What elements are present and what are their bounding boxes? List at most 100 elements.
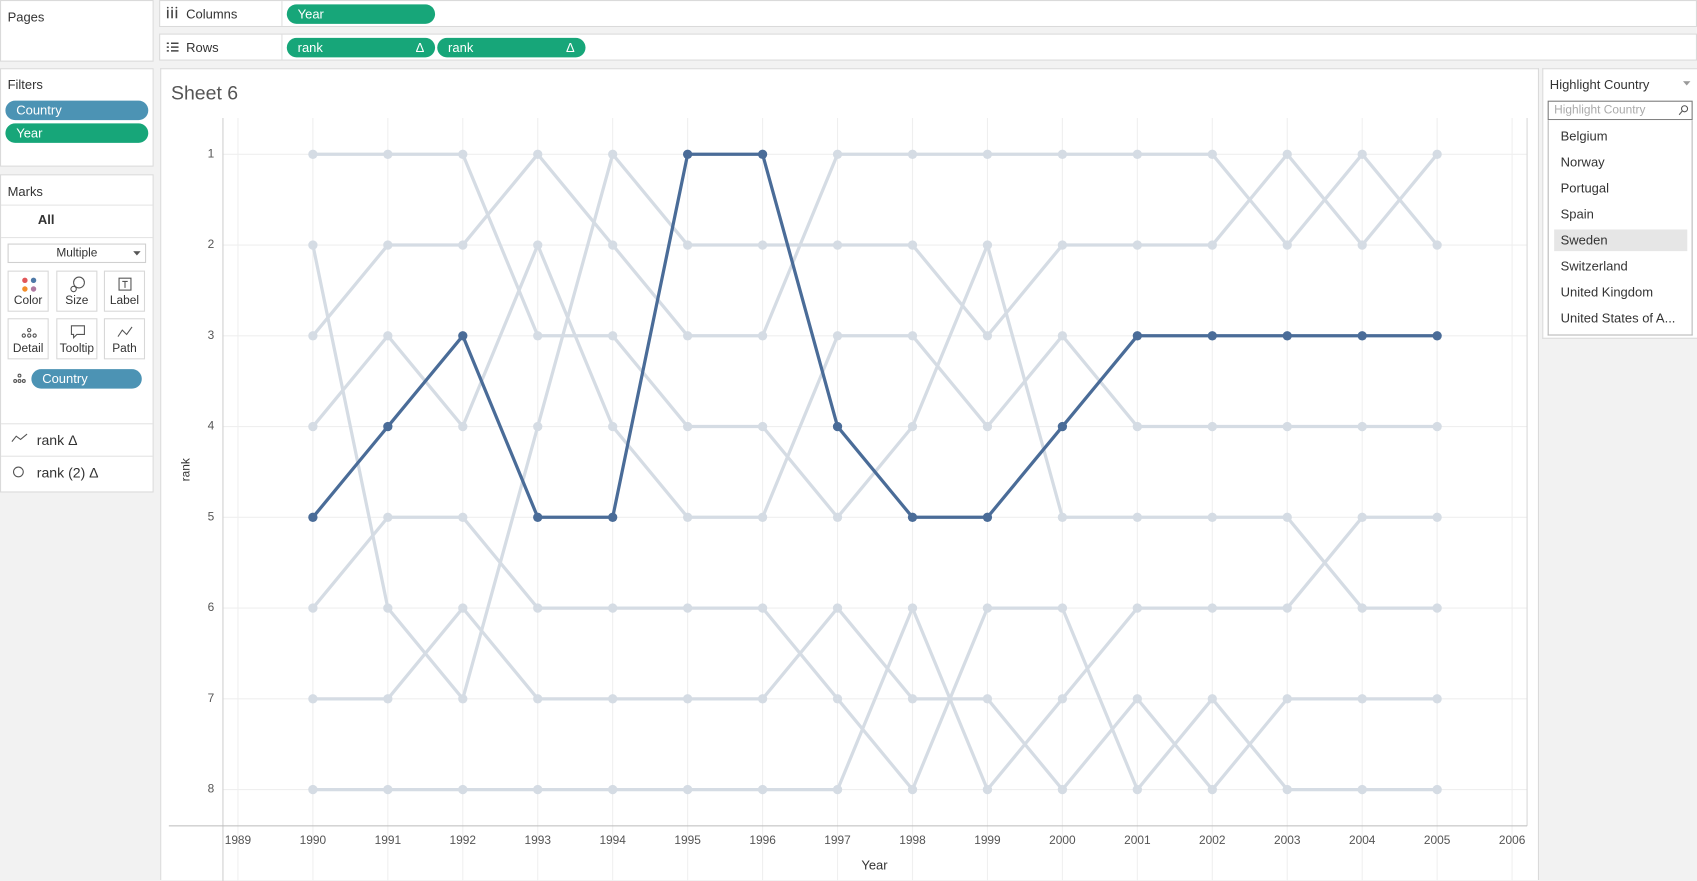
series-line	[311, 243, 1438, 519]
row-pill[interactable]: rank Δ	[437, 37, 586, 58]
marks-card: Marks All Multiple Color Size Label Deta…	[0, 174, 154, 493]
point	[608, 421, 618, 432]
x-tick-label: 1999	[974, 833, 1001, 847]
color-button[interactable]: Color	[7, 270, 49, 312]
point	[982, 512, 993, 522]
point	[533, 512, 543, 522]
point	[1357, 331, 1367, 341]
filter-pill[interactable]: Year	[5, 123, 149, 143]
point	[1357, 149, 1367, 159]
highlight-item[interactable]: United States of A...	[1560, 310, 1676, 326]
point	[982, 149, 993, 159]
point	[682, 331, 693, 341]
detail-button[interactable]: Detail	[7, 318, 49, 360]
detail-icon	[21, 327, 37, 338]
tooltip-button[interactable]: Tooltip	[56, 318, 98, 360]
button-label: Tooltip	[59, 342, 95, 356]
point	[383, 149, 393, 159]
x-tick-label: 2001	[1124, 833, 1151, 847]
point	[1282, 512, 1292, 522]
measure-tab[interactable]: rank (2) Δ	[36, 464, 99, 481]
path-button[interactable]: Path	[103, 318, 146, 360]
highlight-item[interactable]: Norway	[1560, 154, 1605, 170]
point	[907, 694, 918, 704]
filter-pill[interactable]: Country	[5, 100, 149, 121]
point	[832, 603, 843, 613]
point	[1057, 331, 1068, 341]
highlight-item[interactable]: Switzerland	[1560, 258, 1628, 274]
highlight-search[interactable]: Highlight Country	[1547, 100, 1693, 121]
point	[608, 784, 618, 795]
x-tick-label: 2000	[1049, 833, 1076, 847]
point	[1132, 421, 1142, 432]
point	[757, 784, 768, 795]
point	[757, 149, 768, 159]
size-button[interactable]: Size	[56, 270, 98, 312]
highlight-item[interactable]: Sweden	[1554, 229, 1688, 252]
point	[982, 240, 993, 250]
pill-text: rank	[448, 40, 474, 56]
detail-pill[interactable]: Country	[31, 369, 142, 389]
marks-all[interactable]: All	[37, 212, 55, 228]
point	[1057, 603, 1068, 613]
highlight-item[interactable]: Portugal	[1560, 180, 1610, 196]
point	[757, 331, 768, 341]
point	[757, 603, 768, 613]
button-label: Label	[109, 294, 140, 308]
row-pill[interactable]: rank Δ	[286, 37, 436, 58]
x-tick-label: 1997	[824, 833, 851, 847]
mark-type-dropdown[interactable]: Multiple	[7, 243, 147, 264]
point	[1207, 240, 1217, 250]
point	[1432, 694, 1442, 704]
point	[1132, 240, 1142, 250]
point	[458, 421, 468, 432]
point	[533, 694, 543, 704]
point	[533, 331, 543, 341]
highlight-item[interactable]: United Kingdom	[1560, 284, 1654, 300]
point	[757, 421, 768, 432]
point	[383, 421, 393, 432]
color-icon	[22, 277, 37, 292]
marks-label: Marks	[7, 184, 43, 200]
point	[1282, 784, 1292, 795]
y-tick-label: 4	[208, 419, 215, 433]
filters-card: Filters Country Year	[0, 68, 154, 167]
point	[383, 331, 393, 341]
pages-label: Pages	[7, 9, 45, 25]
column-pill[interactable]: Year	[286, 4, 436, 24]
point	[1357, 694, 1367, 704]
measure-tab[interactable]: rank Δ	[36, 431, 78, 449]
tooltip-icon	[70, 325, 85, 340]
rows-icon	[166, 42, 179, 52]
search-placeholder: Highlight Country	[1554, 103, 1646, 117]
point	[757, 512, 768, 522]
point	[1282, 331, 1292, 341]
point	[1207, 331, 1217, 341]
label-button[interactable]: Label	[103, 270, 146, 312]
point	[832, 149, 843, 159]
point	[682, 512, 693, 522]
point	[982, 331, 993, 341]
card-menu-arrow[interactable]	[1682, 81, 1691, 86]
point	[383, 512, 393, 522]
point	[1282, 694, 1292, 704]
point	[308, 512, 318, 522]
point	[832, 331, 843, 341]
x-tick-label: 1992	[450, 833, 477, 847]
point	[1207, 694, 1217, 704]
highlight-item[interactable]: Spain	[1560, 206, 1594, 222]
columns-icon	[166, 6, 178, 19]
columns-shelf: Columns Year	[159, 0, 1697, 28]
point	[608, 694, 618, 704]
point	[308, 784, 318, 795]
highlight-item[interactable]: Belgium	[1560, 128, 1608, 144]
y-tick-label: 1	[208, 146, 215, 160]
point	[308, 149, 318, 159]
point	[1132, 512, 1142, 522]
point	[1432, 421, 1442, 432]
point	[1357, 240, 1367, 250]
y-tick-label: 8	[208, 782, 215, 796]
point	[1057, 240, 1068, 250]
point	[458, 149, 468, 159]
point	[1132, 603, 1142, 613]
